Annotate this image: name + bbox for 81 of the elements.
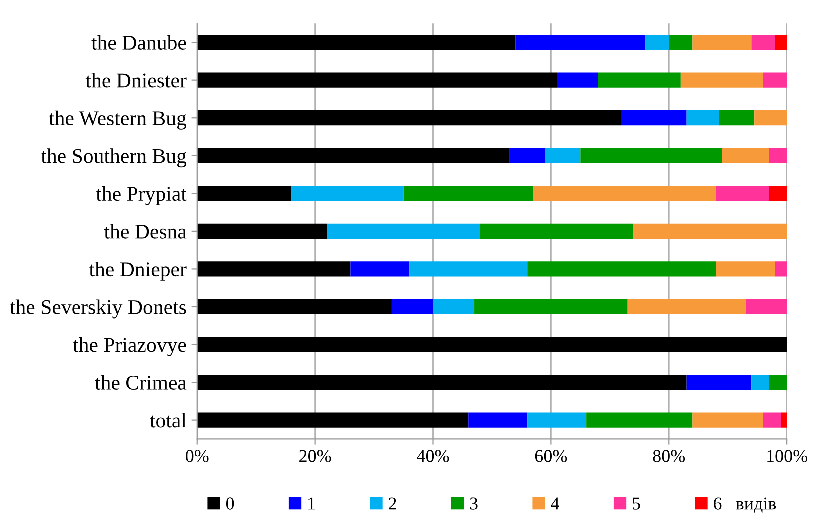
bar (433, 299, 475, 315)
y-tick-label: total (150, 413, 187, 428)
y-tick-label: the Danube (92, 35, 186, 50)
bar (545, 148, 581, 164)
legend-label: 3 (470, 498, 478, 510)
x-tick-label: 80% (653, 450, 686, 462)
bar (580, 148, 722, 164)
bar (775, 262, 788, 277)
bar (716, 262, 776, 277)
bar (634, 224, 788, 239)
bar (628, 299, 746, 315)
bar (769, 186, 788, 202)
y-tick-label: the Western Bug (49, 110, 187, 130)
bar (528, 262, 716, 277)
bar (754, 110, 788, 126)
x-tick-label: 60% (535, 450, 568, 462)
bar (598, 72, 681, 88)
bar (197, 35, 516, 50)
bar (646, 35, 670, 50)
bar (692, 412, 764, 428)
bar (392, 299, 434, 315)
bar (557, 72, 598, 88)
legend-label: 6 видів (714, 498, 776, 514)
bar (404, 186, 534, 202)
bar (719, 110, 755, 126)
bar (292, 186, 404, 202)
bar (775, 35, 788, 50)
bar (510, 148, 546, 164)
bar (752, 374, 770, 390)
bar (197, 374, 687, 390)
y-tick-label: the Priazovye (73, 338, 186, 356)
y-tick-label: the Desna (104, 224, 187, 239)
bar (686, 110, 720, 126)
legend-label: 5 (633, 498, 640, 510)
bar (722, 148, 770, 164)
bar (516, 35, 646, 50)
bar (686, 374, 752, 390)
legend-label: 2 (389, 498, 396, 510)
bar (197, 186, 292, 202)
bar (474, 299, 628, 315)
bar (781, 412, 788, 428)
x-tick-label: 100% (768, 450, 808, 462)
bar (480, 224, 634, 239)
bar (197, 337, 788, 352)
legend-label: 1 (308, 498, 315, 510)
bar (763, 412, 782, 428)
bar (746, 299, 788, 315)
x-tick-label: 40% (417, 450, 450, 462)
bar (197, 262, 351, 277)
bar (752, 35, 776, 50)
bar (410, 262, 528, 277)
bar (769, 374, 788, 390)
bar (769, 148, 788, 164)
x-tick-label: 20% (300, 450, 332, 462)
x-tick-label: 0% (186, 450, 209, 462)
bar (763, 72, 788, 88)
bar (197, 224, 328, 239)
bar (197, 412, 469, 428)
y-tick-label: the Crimea (95, 375, 187, 390)
bar (680, 72, 764, 88)
bar (350, 262, 410, 277)
bar (622, 110, 687, 126)
bar (468, 412, 528, 428)
bar (327, 224, 480, 239)
y-tick-label: the Prypiat (96, 186, 187, 206)
bar (669, 35, 693, 50)
bar (586, 412, 693, 428)
bar (692, 35, 752, 50)
bar (197, 299, 392, 315)
bar (533, 186, 716, 202)
bar (197, 110, 622, 126)
legend-label: 4 (551, 498, 560, 510)
legend-label: 0 (226, 498, 234, 510)
bar (197, 148, 510, 164)
bar (716, 186, 770, 202)
bar (197, 72, 558, 88)
bar (528, 412, 587, 428)
y-tick-label: the Severskiy Donets (10, 300, 186, 319)
y-tick-label: the Dnieper (89, 262, 187, 281)
y-tick-label: the Dniester (86, 73, 187, 88)
y-tick-label: the Southern Bug (41, 148, 187, 168)
